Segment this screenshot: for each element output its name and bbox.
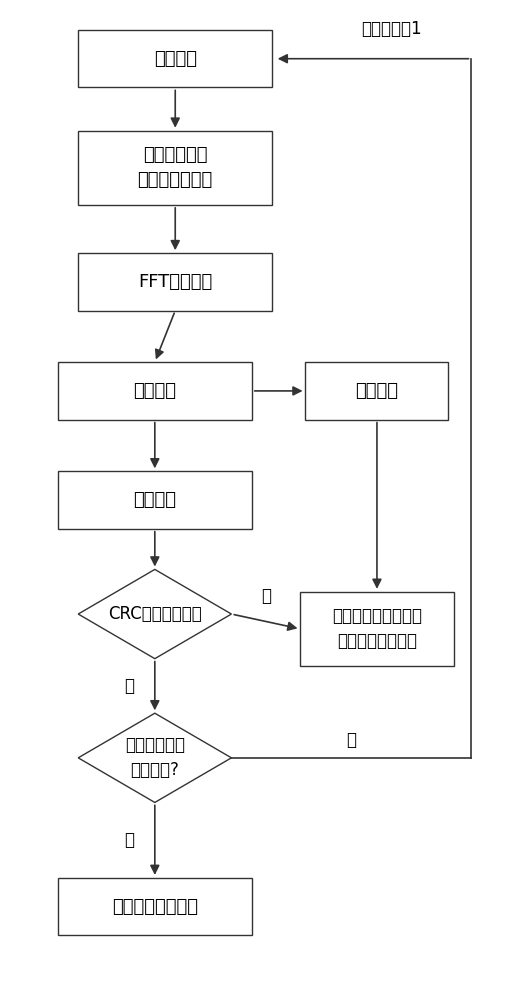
Text: CRC校验是否正确: CRC校验是否正确 (108, 605, 202, 623)
Text: 否: 否 (124, 831, 134, 849)
FancyBboxPatch shape (58, 362, 252, 420)
FancyBboxPatch shape (78, 30, 272, 87)
Text: 是: 是 (261, 587, 271, 605)
FancyBboxPatch shape (301, 592, 454, 666)
Text: 数据解码: 数据解码 (133, 491, 176, 509)
FancyBboxPatch shape (78, 253, 272, 311)
Text: 否: 否 (124, 677, 134, 695)
FancyBboxPatch shape (306, 362, 448, 420)
Text: 滑窗次数加1: 滑窗次数加1 (362, 20, 422, 38)
Text: FFT前端处理: FFT前端处理 (138, 273, 212, 291)
Text: 时偏估计: 时偏估计 (356, 382, 399, 400)
FancyBboxPatch shape (58, 878, 252, 935)
Text: 信道估计: 信道估计 (133, 382, 176, 400)
Text: 是: 是 (346, 731, 357, 749)
FancyBboxPatch shape (78, 131, 272, 205)
Text: 在固定子帧上
进行滑窗取数据: 在固定子帧上 进行滑窗取数据 (138, 146, 213, 189)
FancyBboxPatch shape (58, 471, 252, 529)
Text: 重新获取上行数据: 重新获取上行数据 (112, 898, 198, 916)
Text: 上行子帧起始位置纠
正，获得上行同步: 上行子帧起始位置纠 正，获得上行同步 (332, 607, 422, 650)
Text: 上行数据: 上行数据 (154, 50, 197, 68)
Polygon shape (78, 713, 231, 802)
Text: 是否达到预设
滑窗次数?: 是否达到预设 滑窗次数? (125, 736, 185, 779)
Polygon shape (78, 569, 231, 659)
